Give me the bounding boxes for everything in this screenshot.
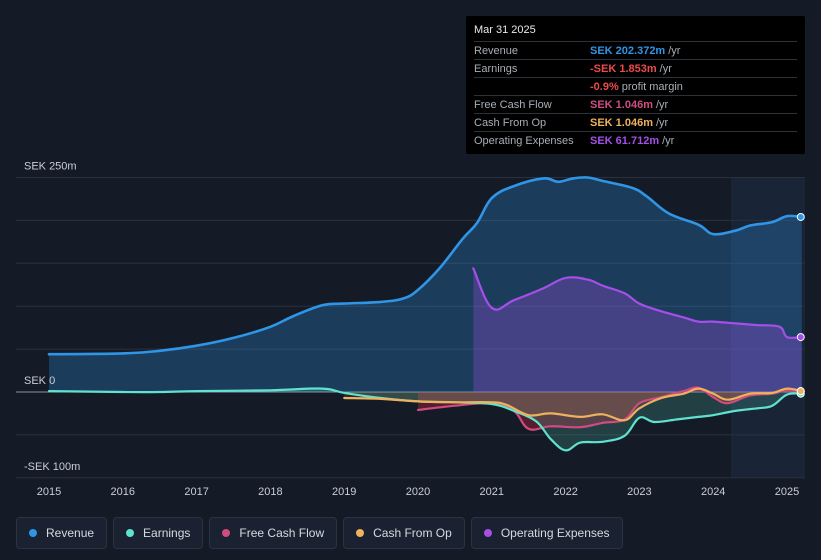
tooltip-date: Mar 31 2025 [474, 24, 797, 42]
y-axis-labels: SEK 250m SEK 0 -SEK 100m [24, 161, 80, 473]
operating-expenses-line [472, 267, 803, 339]
x-axis-labels: 2015 2016 2017 2018 2019 2020 2021 2022 2023 2024… [37, 486, 799, 498]
revenue-line [47, 176, 804, 356]
x-tick-label: 2020 [406, 486, 430, 498]
tooltip-unit: /yr [659, 62, 672, 75]
legend: Revenue Earnings Free Cash Flow Cash Fro… [16, 517, 623, 549]
series-layer [47, 176, 804, 452]
tooltip-label: Earnings [474, 62, 518, 75]
tooltip: Mar 31 2025 Revenue SEK 202.372m /yr Ear… [466, 16, 805, 154]
x-tick-label: 2023 [627, 486, 651, 498]
x-tick-label: 2019 [332, 486, 356, 498]
revenue-end-marker [796, 212, 805, 221]
tooltip-row-revenue: Revenue SEK 202.372m /yr [474, 42, 797, 60]
tooltip-label: Revenue [474, 44, 519, 57]
earnings-line [47, 387, 803, 452]
cash-from-op-dot-icon [356, 529, 365, 537]
tooltip-row-profit-margin: -0.9% profit margin [474, 78, 797, 96]
cash-from-op-end-marker [796, 387, 805, 396]
tooltip-value: SEK 1.046m [590, 98, 653, 111]
tooltip-row-free-cash-flow: Free Cash Flow SEK 1.046m /yr [474, 96, 797, 114]
end-markers [796, 212, 805, 398]
y-tick-label: SEK 250m [24, 161, 77, 173]
y-tick-label: -SEK 100m [24, 461, 80, 473]
tooltip-value: SEK 1.046m [590, 116, 653, 129]
x-tick-label: 2017 [184, 486, 208, 498]
tooltip-unit: /yr [655, 98, 669, 111]
tooltip-value: SEK 202.372m [590, 44, 666, 57]
x-tick-label: 2015 [37, 486, 61, 498]
x-tick-label: 2018 [258, 486, 282, 498]
earnings-dot-icon [126, 529, 135, 537]
tooltip-label: Free Cash Flow [474, 98, 552, 111]
earnings-area [49, 388, 802, 451]
legend-item-free-cash-flow[interactable]: Free Cash Flow [209, 517, 338, 549]
x-tick-label: 2025 [775, 486, 799, 498]
cash-from-op-line [343, 387, 803, 422]
x-tick-label: 2024 [701, 486, 725, 498]
legend-item-earnings[interactable]: Earnings [113, 517, 204, 549]
tooltip-value: -SEK 1.853m [590, 62, 657, 75]
operating-expenses-end-marker [796, 333, 805, 342]
x-tick-label: 2021 [480, 486, 504, 498]
legend-label: Operating Expenses [500, 526, 610, 540]
tooltip-value: -0.9% [590, 80, 619, 93]
tooltip-unit: profit margin [621, 80, 683, 93]
tooltip-unit: /yr [668, 44, 681, 57]
tooltip-label: Cash From Op [474, 116, 547, 129]
tooltip-unit: /yr [662, 134, 675, 147]
y-tick-label: SEK 0 [24, 375, 55, 387]
tooltip-unit: /yr [655, 116, 669, 129]
x-tick-label: 2022 [553, 486, 577, 498]
revenue-dot-icon [29, 529, 37, 537]
x-tick-label: 2016 [111, 486, 135, 498]
legend-item-revenue[interactable]: Revenue [16, 517, 108, 549]
free-cash-flow-dot-icon [222, 529, 231, 537]
legend-label: Cash From Op [373, 526, 452, 540]
tooltip-row-cash-from-op: Cash From Op SEK 1.046m /yr [474, 114, 797, 132]
legend-label: Free Cash Flow [239, 526, 325, 540]
cash-from-op-area [344, 388, 802, 421]
tooltip-label: Operating Expenses [474, 134, 574, 147]
legend-item-operating-expenses[interactable]: Operating Expenses [470, 517, 623, 549]
tooltip-row-operating-expenses: Operating Expenses SEK 61.712m /yr [474, 132, 797, 149]
legend-label: Earnings [143, 526, 191, 540]
operating-expenses-area [473, 268, 802, 392]
tooltip-row-earnings: Earnings -SEK 1.853m /yr [474, 60, 797, 78]
operating-expenses-dot-icon [483, 529, 492, 537]
free-cash-flow-area [418, 387, 802, 430]
legend-label: Revenue [46, 526, 95, 540]
tooltip-value: SEK 61.712m [590, 134, 660, 147]
legend-item-cash-from-op[interactable]: Cash From Op [343, 517, 465, 549]
